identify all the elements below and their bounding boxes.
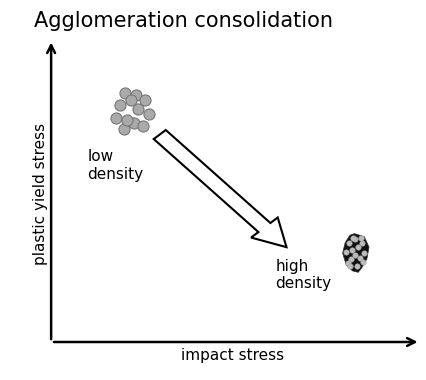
- Text: impact stress: impact stress: [181, 348, 284, 363]
- Text: Agglomeration consolidation: Agglomeration consolidation: [34, 11, 333, 32]
- Text: plastic yield stress: plastic yield stress: [33, 123, 48, 265]
- Polygon shape: [154, 130, 286, 247]
- Polygon shape: [343, 234, 369, 272]
- Text: low
density: low density: [87, 149, 144, 182]
- Text: high
density: high density: [276, 259, 332, 291]
